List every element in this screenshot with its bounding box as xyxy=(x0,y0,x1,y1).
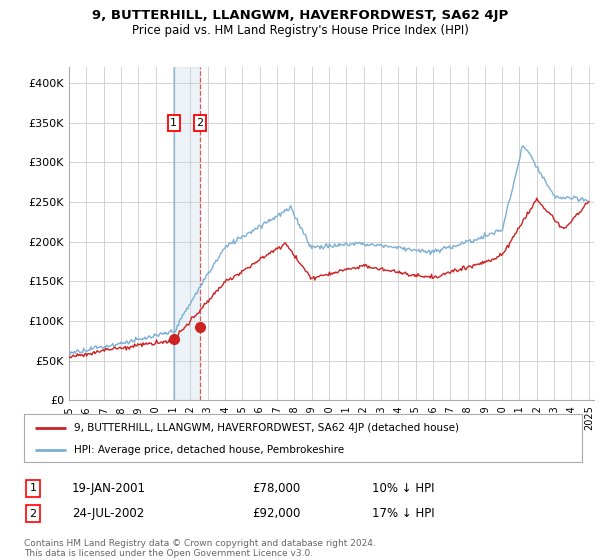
Text: 2: 2 xyxy=(29,508,37,519)
Text: 9, BUTTERHILL, LLANGWM, HAVERFORDWEST, SA62 4JP (detached house): 9, BUTTERHILL, LLANGWM, HAVERFORDWEST, S… xyxy=(74,423,459,433)
Text: HPI: Average price, detached house, Pembrokeshire: HPI: Average price, detached house, Pemb… xyxy=(74,445,344,455)
Text: Contains HM Land Registry data © Crown copyright and database right 2024.
This d: Contains HM Land Registry data © Crown c… xyxy=(24,539,376,558)
Text: 9, BUTTERHILL, LLANGWM, HAVERFORDWEST, SA62 4JP: 9, BUTTERHILL, LLANGWM, HAVERFORDWEST, S… xyxy=(92,9,508,22)
Text: 10% ↓ HPI: 10% ↓ HPI xyxy=(372,482,434,495)
Text: 1: 1 xyxy=(29,483,37,493)
Text: Price paid vs. HM Land Registry's House Price Index (HPI): Price paid vs. HM Land Registry's House … xyxy=(131,24,469,36)
Text: 17% ↓ HPI: 17% ↓ HPI xyxy=(372,507,434,520)
Text: 1: 1 xyxy=(170,118,178,128)
Text: 2: 2 xyxy=(196,118,203,128)
Text: £92,000: £92,000 xyxy=(252,507,301,520)
Text: £78,000: £78,000 xyxy=(252,482,300,495)
Text: 24-JUL-2002: 24-JUL-2002 xyxy=(72,507,144,520)
Text: 19-JAN-2001: 19-JAN-2001 xyxy=(72,482,146,495)
Bar xyxy=(174,67,200,400)
